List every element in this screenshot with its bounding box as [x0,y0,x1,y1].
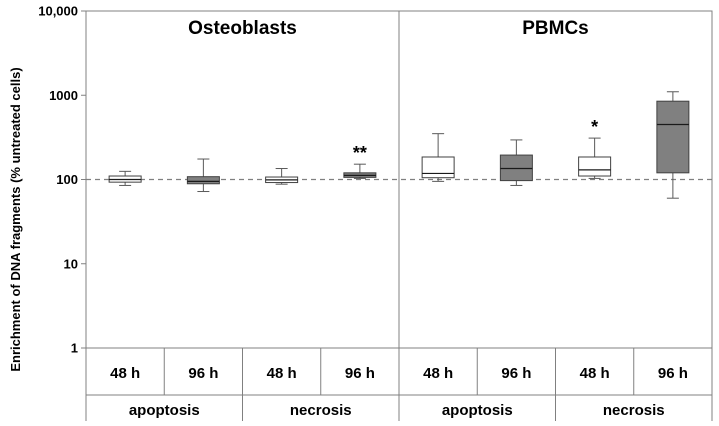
time-label: 96 h [658,365,688,382]
group-label: necrosis [290,402,352,419]
box-body [421,156,455,179]
time-label: 48 h [423,365,453,382]
group-label: apoptosis [442,402,513,419]
y-tick-label: 1000 [49,88,78,103]
grid-layer [81,10,713,421]
time-label: 48 h [110,365,140,382]
box-body [656,100,690,174]
box-plot [186,158,220,193]
y-tick-label: 1 [71,341,78,356]
box-layer [108,91,690,199]
box-plot [656,91,690,199]
box-body [186,176,220,185]
significance-marker: * [591,117,598,137]
box-body [578,156,612,177]
y-axis-title: Enrichment of DNA fragments (% untreated… [8,67,23,371]
box-plot [499,139,533,186]
box-plot [108,170,142,186]
significance-marker: ** [353,143,367,163]
time-label: 96 h [501,365,531,382]
group-label: necrosis [603,402,665,419]
time-label: 48 h [267,365,297,382]
panel-title: Osteoblasts [188,18,297,39]
group-label: apoptosis [129,402,200,419]
panel-title: PBMCs [522,18,589,39]
time-label: 96 h [345,365,375,382]
box-plot [421,133,455,182]
y-tick-label: 10,000 [38,4,78,19]
box-plot [578,137,612,179]
box-plot [343,163,377,179]
time-label: 48 h [580,365,610,382]
time-label: 96 h [188,365,218,382]
text-layer: 1 10 100 1000 10,000 48 h 96 h 48 h ** 96 h 48 h 96… [8,4,688,420]
box-body [499,154,533,182]
y-tick-label: 100 [56,172,78,187]
box-plot [265,168,299,185]
y-tick-label: 10 [64,256,78,271]
